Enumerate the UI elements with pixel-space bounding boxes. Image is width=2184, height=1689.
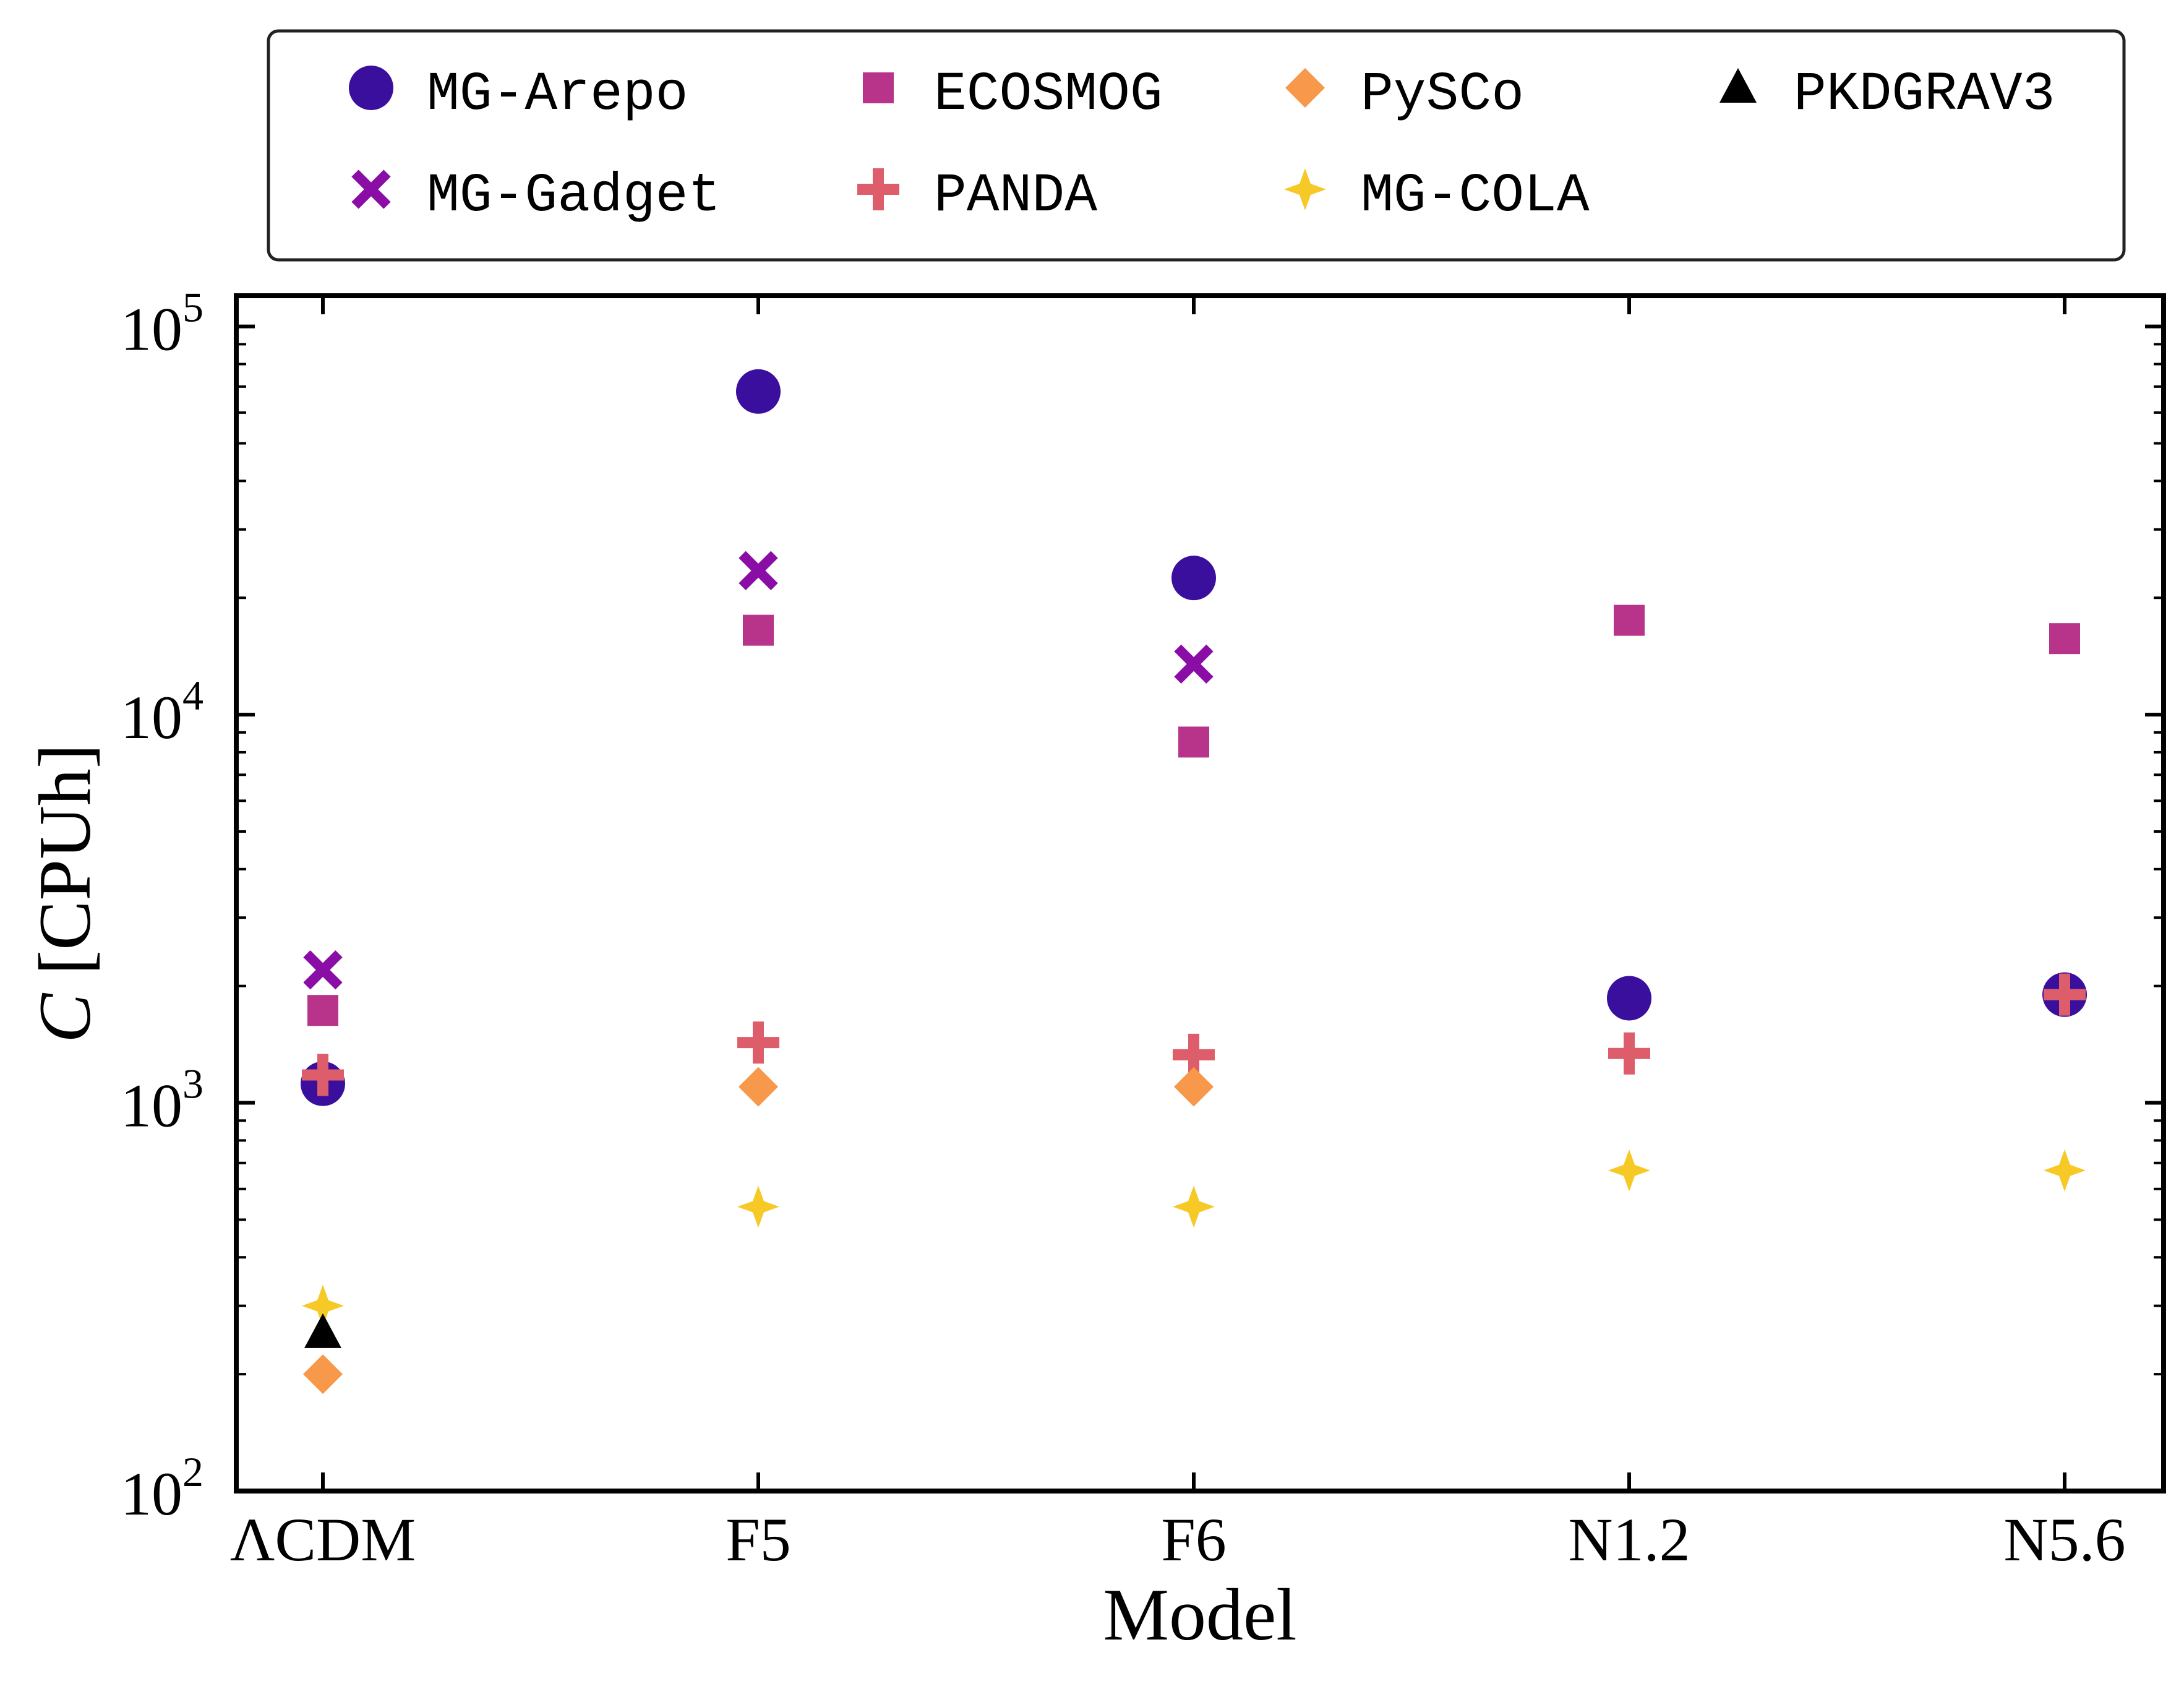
- legend-item-pysco: PySCo: [1285, 64, 1524, 126]
- data-point-panda: [2044, 973, 2086, 1016]
- legend-marker-pysco: [1285, 68, 1325, 108]
- y-axis-label-symbol: C: [24, 992, 106, 1043]
- y-tick-label: 102: [121, 1448, 203, 1528]
- legend-label: PySCo: [1361, 64, 1524, 126]
- data-point-panda: [302, 1054, 344, 1096]
- legend-item-mg-gadget: MG-Gadget: [351, 166, 721, 227]
- data-point-pysco: [303, 1354, 343, 1395]
- y-tick-label-exponent: 2: [182, 1448, 203, 1495]
- legend-item-mg-cola: MG-COLA: [1284, 166, 1590, 227]
- data-point-mg-cola: [302, 1284, 344, 1327]
- y-axis-label-unit: [CPUh]: [24, 744, 106, 993]
- legend-marker-ecosmog: [863, 72, 894, 103]
- data-point-ecosmog: [307, 995, 338, 1026]
- data-point-mg-gadget: [303, 950, 343, 990]
- data-point-pkdgrav3: [304, 1313, 341, 1348]
- x-tick-label: ΛCDM: [230, 1505, 416, 1574]
- data-point-pysco: [1174, 1067, 1214, 1107]
- data-point-ecosmog: [2049, 623, 2080, 655]
- legend-frame: [267, 29, 2126, 262]
- legend-label: PANDA: [934, 166, 1097, 227]
- legend-marker-mg-cola: [1284, 168, 1326, 210]
- data-point-mg-cola: [1608, 1149, 1650, 1192]
- legend-item-pkdgrav3: PKDGRAV3: [1719, 64, 2055, 126]
- series-pysco: [303, 1067, 1214, 1395]
- y-tick-label: 104: [121, 672, 203, 752]
- x-axis-label: Model: [1103, 1573, 1296, 1656]
- series-ecosmog: [307, 604, 2080, 1026]
- y-tick-label-base: 10: [121, 1072, 182, 1140]
- legend-label: ECOSMOG: [934, 64, 1163, 126]
- x-tick-label: F5: [726, 1505, 791, 1574]
- data-point-mg-cola: [737, 1185, 779, 1228]
- x-tick-label: N5.6: [2003, 1505, 2125, 1574]
- y-tick-label-base: 10: [121, 295, 182, 364]
- legend-label: PKDGRAV3: [1794, 64, 2055, 126]
- legend-label: MG-Arepo: [427, 64, 688, 126]
- data-point-mg-arepo: [1171, 556, 1216, 601]
- legend-marker-mg-gadget: [351, 170, 391, 209]
- plot-frame: [234, 293, 2166, 1493]
- x-tick-label: F6: [1161, 1505, 1227, 1574]
- y-tick-label: 103: [121, 1060, 203, 1140]
- series-panda: [302, 973, 2086, 1096]
- y-tick-label-base: 10: [121, 1459, 182, 1528]
- data-point-mg-arepo: [736, 369, 781, 414]
- legend-marker-mg-arepo: [349, 66, 393, 110]
- series-mg-arepo: [301, 369, 2087, 1106]
- legend-label: MG-Gadget: [427, 166, 721, 227]
- legend-label: MG-COLA: [1361, 166, 1590, 227]
- legend-item-mg-arepo: MG-Arepo: [349, 64, 688, 126]
- data-point-mg-gadget: [739, 551, 778, 590]
- y-axis-label: C [CPUh]: [24, 744, 106, 1042]
- x-tick-label: N1.2: [1568, 1505, 1690, 1574]
- data-point-mg-gadget: [1174, 644, 1214, 684]
- series-pkdgrav3: [304, 1313, 341, 1348]
- data-point-mg-cola: [2044, 1149, 2086, 1192]
- data-point-ecosmog: [1178, 726, 1209, 758]
- data-point-ecosmog: [743, 614, 774, 646]
- series-mg-gadget: [303, 551, 1214, 990]
- y-tick-label-exponent: 4: [182, 672, 203, 719]
- legend-item-ecosmog: ECOSMOG: [863, 64, 1163, 126]
- legend-marker-pkdgrav3: [1719, 68, 1757, 103]
- legend: MG-Arepo ECOSMOG PySCo PKDGRAV3 MG-Gadget PAN…: [267, 29, 2126, 262]
- data-point-pysco: [739, 1067, 778, 1107]
- y-tick-label-exponent: 5: [182, 284, 203, 331]
- legend-marker-panda: [857, 168, 899, 210]
- y-tick-label-base: 10: [121, 683, 182, 752]
- y-tick-label: 105: [121, 284, 203, 364]
- data-point-mg-cola: [1173, 1185, 1215, 1228]
- legend-item-panda: PANDA: [857, 166, 1097, 227]
- data-point-ecosmog: [1614, 604, 1645, 636]
- data-point-panda: [737, 1021, 779, 1064]
- series-mg-cola: [302, 1149, 2086, 1327]
- data-point-panda: [1608, 1032, 1650, 1075]
- y-tick-label-exponent: 3: [182, 1060, 203, 1107]
- data-point-mg-arepo: [1607, 976, 1651, 1021]
